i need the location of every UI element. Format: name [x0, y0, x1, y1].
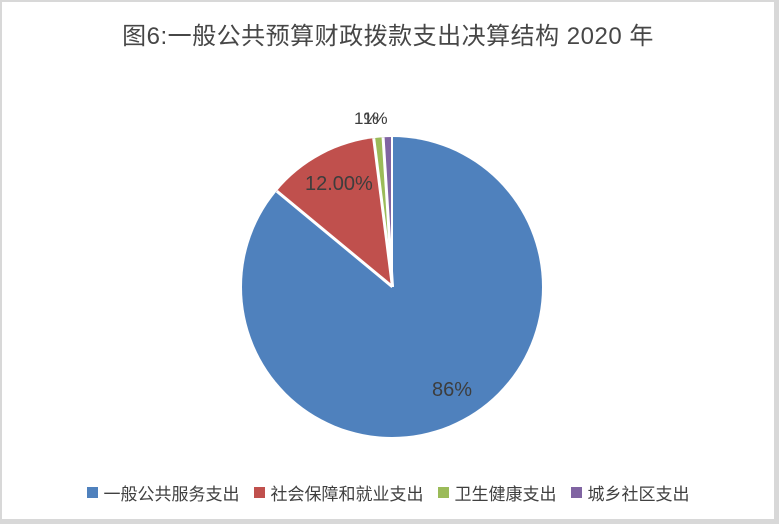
legend-label: 卫生健康支出: [454, 485, 557, 504]
chart-title: 图6:一般公共预算财政拨款支出决算结构 2020 年: [122, 23, 654, 50]
pie-graphic: [242, 137, 542, 437]
slice-label-health: 1%: [354, 109, 379, 128]
slice-label-general-public-service: 86%: [432, 379, 473, 401]
legend-item-general-public-service: 一般公共服务支出: [86, 480, 240, 505]
slice-separator: [390, 137, 394, 287]
slice-label-community: 1%: [363, 109, 388, 128]
legend-item-health: 卫生健康支出: [437, 480, 557, 505]
legend-swatch-purple-icon: [570, 487, 582, 498]
legend-swatch-blue-icon: [86, 487, 98, 498]
legend-label: 城乡社区支出: [587, 485, 690, 504]
legend-label: 社会保障和就业支出: [270, 485, 424, 504]
legend-swatch-green-icon: [437, 487, 449, 498]
slice-label-social-security: 12.00%: [305, 173, 373, 195]
chart-legend: 一般公共服务支出 社会保障和就业支出 卫生健康支出 城乡社区支出: [2, 480, 774, 505]
legend-label: 一般公共服务支出: [103, 485, 240, 504]
slice-separator: [275, 190, 393, 288]
legend-item-community: 城乡社区支出: [570, 480, 690, 505]
pie-chart: [242, 137, 542, 437]
legend-swatch-red-icon: [253, 487, 265, 498]
legend-item-social-security: 社会保障和就业支出: [253, 480, 424, 505]
